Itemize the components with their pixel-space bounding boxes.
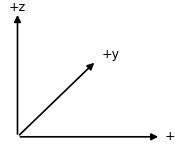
Text: +x: +x: [164, 130, 175, 143]
Text: +y: +y: [102, 48, 120, 61]
Text: +z: +z: [9, 1, 26, 14]
